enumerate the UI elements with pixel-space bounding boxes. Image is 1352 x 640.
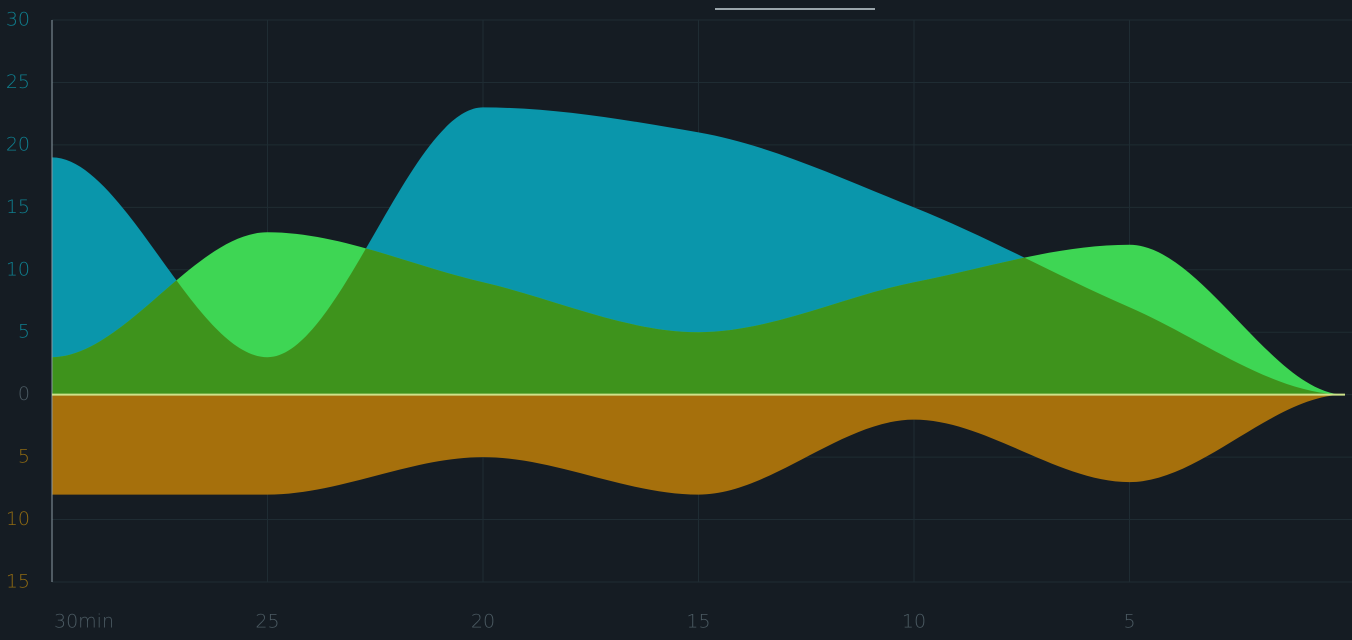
ticks: 30 25 20 15 10 5 0 5 10 15 30min 25 20 15 10 5 [6, 9, 1136, 633]
y-tick-label: 15 [6, 196, 30, 218]
y-tick-label: 25 [6, 71, 30, 93]
x-tick-label: 25 [255, 611, 279, 633]
y-tick-label: 10 [6, 508, 30, 530]
y-tick-label: 30 [6, 9, 30, 31]
y-tick-label: 0 [18, 383, 30, 405]
x-tick-label: 5 [1123, 611, 1135, 633]
x-tick-label: 10 [902, 611, 926, 633]
x-tick-label: 20 [471, 611, 495, 633]
y-tick-label: 15 [6, 571, 30, 593]
y-tick-label: 5 [18, 321, 30, 343]
areas [52, 107, 1345, 495]
series-area-orange [52, 394, 1345, 495]
axes [51, 20, 1345, 582]
x-tick-label: 15 [686, 611, 710, 633]
x-tick-label: 30min [54, 611, 114, 633]
y-tick-label: 5 [18, 446, 30, 468]
y-tick-label: 20 [6, 133, 30, 155]
y-tick-label: 10 [6, 258, 30, 280]
tab-indicator[interactable] [715, 8, 875, 10]
